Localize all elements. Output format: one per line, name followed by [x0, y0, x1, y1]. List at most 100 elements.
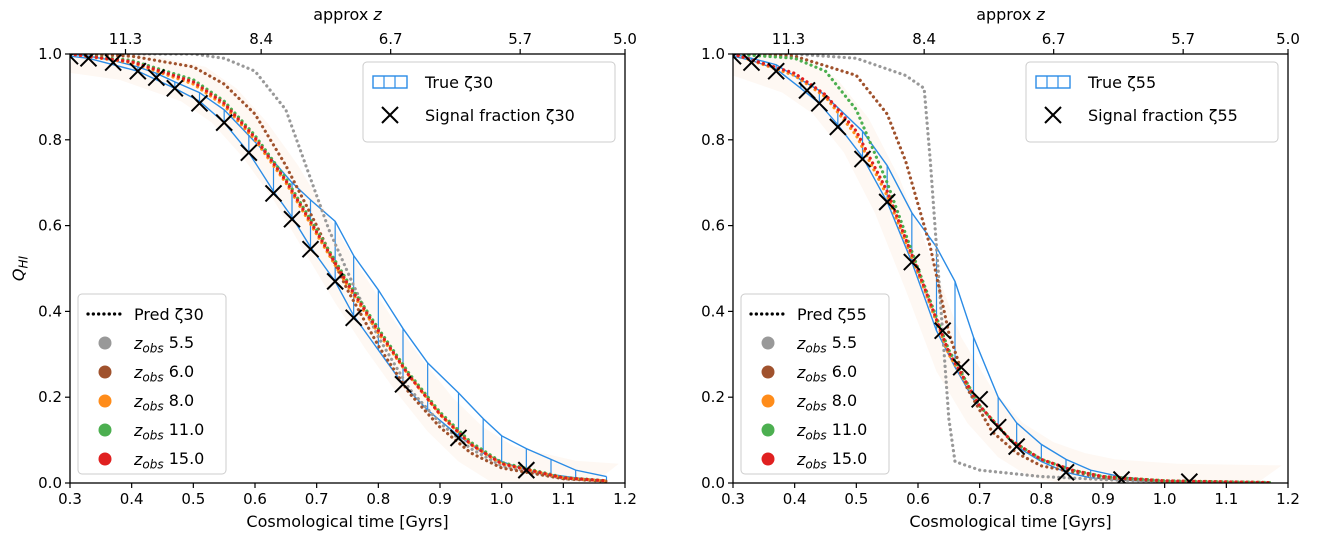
marker-stroke [301, 240, 320, 258]
legend-lower-label: zobs 15.0 [796, 449, 867, 472]
x-tick-label: 0.8 [366, 490, 390, 508]
top-tick-label: 5.0 [613, 30, 637, 48]
y-tick-label: 0.8 [38, 131, 62, 149]
marker-stroke [394, 375, 412, 394]
marker-stroke [853, 150, 872, 168]
signal-fraction-marker [1112, 470, 1131, 483]
y-tick-label: 0.2 [701, 388, 725, 406]
marker-stroke [264, 184, 283, 203]
y-tick-label: 0.0 [701, 474, 725, 492]
marker-stroke [166, 79, 184, 98]
x-tick-label: 1.0 [490, 490, 514, 508]
legend-step-swatch [372, 75, 408, 89]
signal-fraction-marker [733, 54, 742, 65]
y-tick-label: 0.4 [38, 302, 62, 320]
legend-lower-label: zobs 8.0 [133, 391, 194, 414]
legend-upper-label: Signal fraction ζ55 [1088, 106, 1238, 125]
axes-frame [732, 53, 1289, 484]
prediction-uncertainty-band [70, 54, 619, 483]
legend-lower: Pred ζ30 zobs 5.5 zobs 6.0 zobs 8.0 zobs 11.… [77, 293, 227, 475]
top-tick-label: 5.7 [1171, 30, 1195, 48]
signal-fraction-marker [129, 62, 147, 80]
marker-stroke [878, 193, 896, 211]
y-tick-label: 1.0 [38, 45, 62, 63]
x-tick-label: 0.5 [181, 490, 205, 508]
x-tick-label: 1.1 [551, 490, 575, 508]
top-axis-label: approx z [313, 5, 382, 24]
prediction-line-1 [70, 54, 609, 483]
x-tick-label: 0.4 [120, 490, 144, 508]
x-tick-label: 0.9 [1091, 490, 1115, 508]
top-tick-label: 11.3 [772, 30, 805, 48]
signal-fraction-marker [952, 358, 970, 376]
top-axis-label: approx z [976, 5, 1045, 24]
marker-stroke [829, 118, 847, 136]
signal-fraction-marker [1007, 437, 1026, 456]
legend-lower-box [740, 293, 890, 475]
plot-area [70, 54, 619, 483]
legend-lower-label: zobs 8.0 [796, 391, 857, 414]
legend-lower-label: zobs 11.0 [796, 420, 867, 443]
marker-stroke [742, 54, 761, 72]
legend-upper: True ζ30 Signal fraction ζ30 [362, 61, 616, 143]
y-tick-label: 0.4 [701, 302, 725, 320]
legend-circle-swatch [761, 365, 775, 379]
x-tick-label: 1.1 [1214, 490, 1238, 508]
top-tick-label: 6.7 [379, 30, 403, 48]
signal-fraction-marker [70, 54, 79, 65]
signal-fraction-marker [742, 54, 761, 72]
marker-stroke [449, 429, 468, 447]
signal-fraction-marker [301, 240, 320, 258]
marker-stroke [326, 272, 344, 291]
marker-stroke [1007, 437, 1026, 456]
legend-circle-swatch [761, 336, 775, 350]
legend-upper-box [362, 61, 616, 143]
signal-fraction-marker [933, 321, 952, 340]
x-axis-label: Cosmological time [Gyrs] [909, 512, 1111, 531]
marker-stroke [129, 62, 147, 80]
marker-stroke [1057, 463, 1075, 481]
legend-circle-swatch [761, 423, 775, 437]
legend-lower-box [77, 293, 227, 475]
x-tick-label: 0.3 [58, 490, 82, 508]
legend-lower-label: Pred ζ30 [134, 305, 204, 324]
x-tick-label: 0.7 [305, 490, 329, 508]
marker-stroke [283, 210, 301, 228]
signal-fraction-marker [767, 62, 785, 80]
signal-fraction-marker [264, 184, 283, 203]
signal-fraction-marker [970, 390, 989, 409]
axes-frame [69, 53, 626, 484]
legend-lower-label: zobs 5.5 [796, 333, 857, 356]
legend-upper-label: True ζ55 [1087, 73, 1156, 92]
legend-lower-label: zobs 6.0 [133, 362, 194, 385]
top-tick-label: 5.7 [508, 30, 532, 48]
signal-fraction-marker [283, 210, 301, 228]
legend-lower-label: zobs 11.0 [133, 420, 204, 443]
legend-x-marker [1044, 106, 1062, 124]
legend-upper: True ζ55 Signal fraction ζ55 [1025, 61, 1279, 143]
prediction-line-2 [70, 54, 609, 483]
signal-fraction-marker [326, 272, 344, 291]
y-tick-label: 0.6 [38, 217, 62, 235]
signal-fraction-marker [903, 253, 921, 271]
y-tick-label: 0.6 [701, 217, 725, 235]
signal-fraction-marker [810, 94, 829, 113]
signal-fraction-marker [449, 429, 468, 447]
legend-lower-label: zobs 5.5 [133, 333, 194, 356]
true-series-lower-line [70, 55, 607, 482]
legend-circle-swatch [761, 452, 775, 466]
y-tick-label: 0.0 [38, 474, 62, 492]
marker-stroke [517, 461, 536, 479]
legend-circle-swatch [761, 394, 775, 408]
top-tick-label: 5.0 [1276, 30, 1300, 48]
signal-fraction-marker [104, 54, 122, 72]
y-axis-label: QHI [9, 255, 31, 281]
chart-panel-1: 0.3 0.4 0.5 0.6 0.7 0.8 0.9 1.0 1.1 1.2 0.0 0.2 0.4 0… [9, 5, 637, 531]
top-tick-label: 11.3 [109, 30, 142, 48]
signal-fraction-marker [166, 79, 184, 98]
marker-stroke [147, 68, 166, 87]
marker-stroke [989, 418, 1007, 436]
marker-stroke [903, 253, 921, 271]
prediction-line-5 [733, 54, 1272, 483]
